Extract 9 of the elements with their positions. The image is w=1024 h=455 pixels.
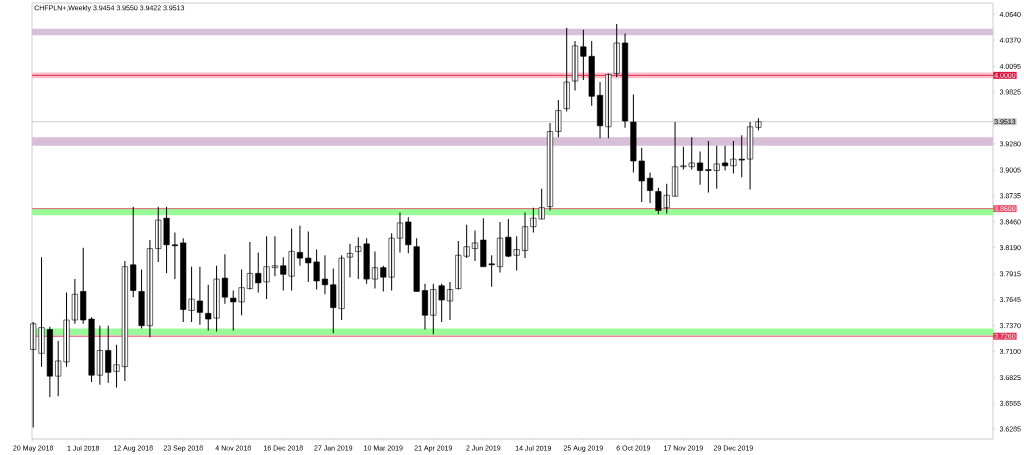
candlestick: [555, 99, 562, 138]
candlestick: [613, 23, 620, 78]
candlestick: [138, 269, 145, 330]
candlestick: [130, 206, 137, 298]
candlestick: [755, 117, 762, 131]
candlestick: [563, 27, 570, 113]
candlestick: [405, 216, 412, 254]
candlestick: [413, 237, 420, 292]
candlestick: [605, 72, 612, 139]
